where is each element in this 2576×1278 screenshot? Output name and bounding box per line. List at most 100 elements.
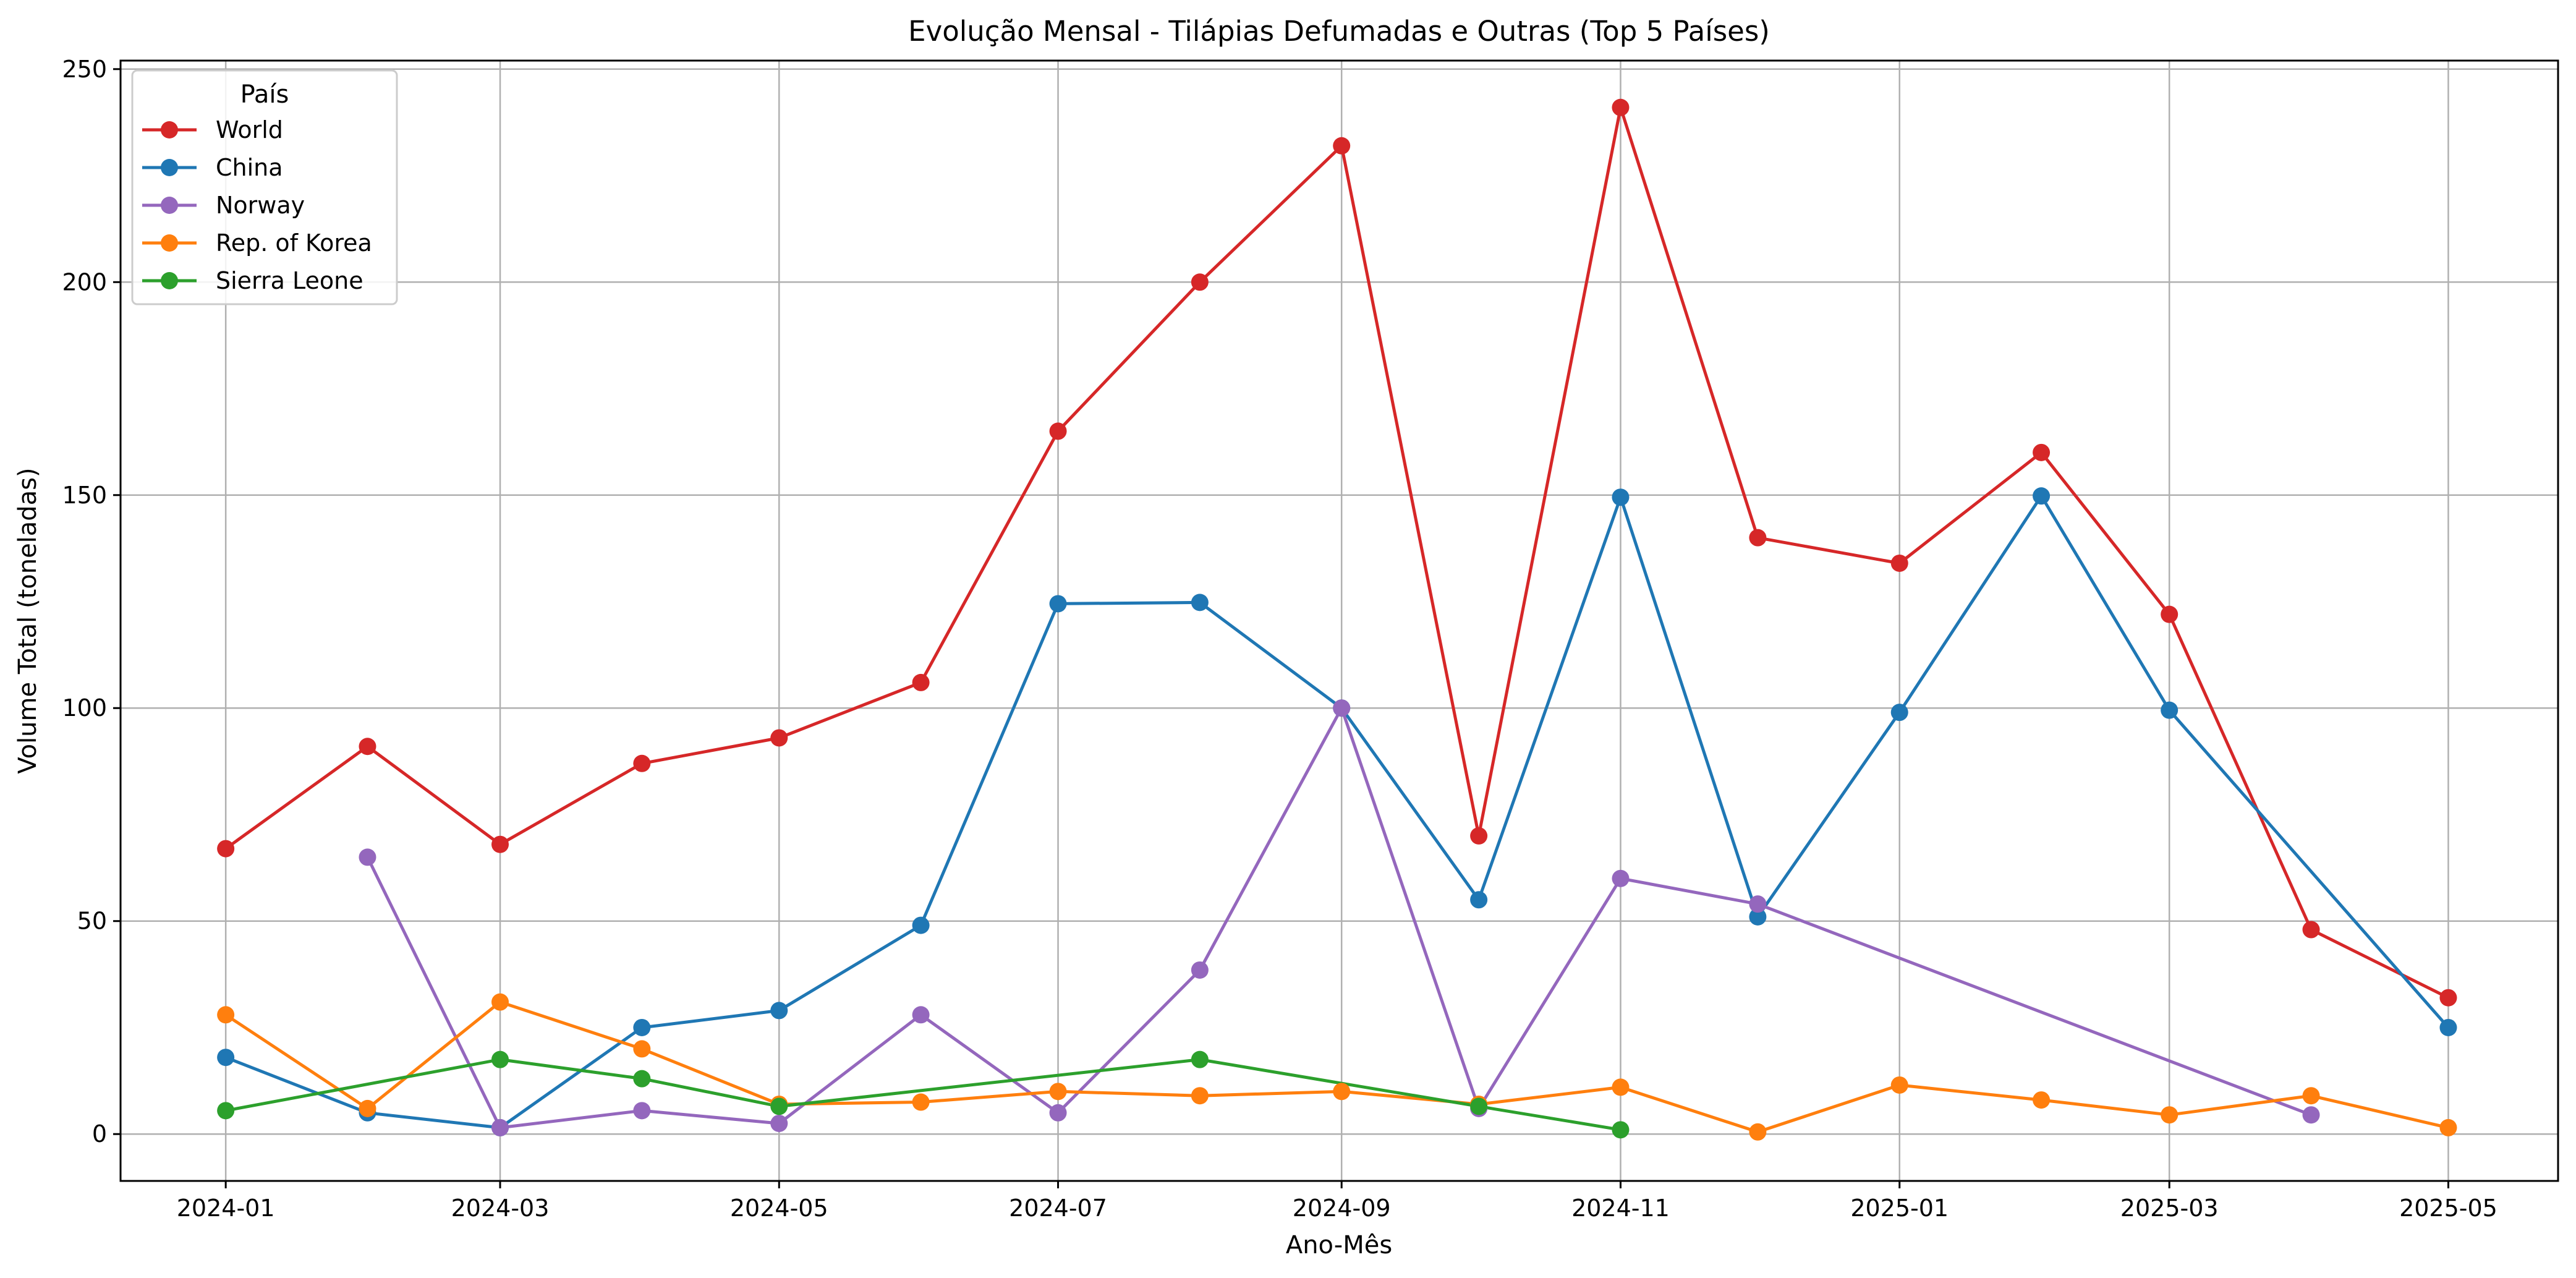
data-point-world (491, 835, 509, 853)
data-point-norway (1749, 895, 1767, 913)
data-point-china (1890, 704, 1908, 722)
data-point-china (2033, 487, 2051, 505)
chart-title: Evolução Mensal - Tilápias Defumadas e O… (908, 15, 1770, 48)
series-line-norway (366, 706, 2312, 1130)
x-axis-label: Ano-Mês (1286, 1231, 1392, 1259)
y-tick-label: 150 (62, 482, 107, 509)
legend-label-world: World (216, 116, 283, 143)
data-point-china (770, 1002, 788, 1020)
data-point-china (633, 1018, 651, 1036)
data-point-rep-of-korea (1749, 1123, 1767, 1141)
data-point-world (1333, 137, 1351, 155)
data-point-norway (359, 848, 376, 866)
legend-marker-world (161, 121, 178, 138)
y-tick-label: 250 (62, 56, 107, 83)
data-point-norway (633, 1102, 651, 1120)
data-point-world (1890, 554, 1908, 572)
data-point-norway (912, 1006, 930, 1024)
x-tick-label: 2024-07 (1009, 1195, 1107, 1222)
data-point-world (1191, 273, 1209, 291)
data-point-world (1049, 422, 1067, 440)
data-point-sierra-leone (1612, 1121, 1630, 1139)
data-point-rep-of-korea (1890, 1076, 1908, 1094)
data-point-world (1612, 98, 1630, 116)
data-point-rep-of-korea (2439, 1118, 2457, 1136)
legend-label-china: China (216, 154, 283, 181)
x-tick-label: 2025-01 (1850, 1195, 1949, 1222)
legend-label-sierra-leone: Sierra Leone (216, 267, 363, 294)
data-point-rep-of-korea (1191, 1087, 1209, 1105)
legend-entries: World China Norway Rep. of Korea Sierra Leon… (142, 116, 372, 294)
data-point-rep-of-korea (217, 1006, 235, 1024)
data-point-norway (1612, 869, 1630, 887)
data-point-world (359, 738, 376, 756)
data-point-world (633, 754, 651, 772)
y-tick-label: 50 (77, 908, 107, 935)
legend-marker-rep-of-korea (161, 234, 178, 252)
legend-title: País (240, 80, 289, 109)
data-point-norway (1049, 1104, 1067, 1122)
data-point-rep-of-korea (633, 1040, 651, 1058)
x-axis-ticks: 2024-01 2024-03 2024-05 2024-07 2024-09 2024-… (177, 1181, 2497, 1222)
x-tick-label: 2024-05 (730, 1195, 828, 1222)
data-point-rep-of-korea (2033, 1091, 2051, 1109)
data-point-rep-of-korea (1333, 1083, 1351, 1101)
data-point-world (2302, 921, 2320, 939)
data-point-sierra-leone (1191, 1050, 1209, 1068)
data-point-sierra-leone (1470, 1097, 1488, 1115)
data-point-sierra-leone (770, 1097, 788, 1115)
data-point-rep-of-korea (2161, 1106, 2179, 1124)
y-axis-label: Volume Total (toneladas) (14, 467, 42, 773)
data-point-rep-of-korea (912, 1093, 930, 1111)
data-point-china (1049, 595, 1067, 613)
data-point-china (1612, 488, 1630, 506)
data-point-world (2439, 989, 2457, 1007)
data-point-rep-of-korea (2302, 1087, 2320, 1105)
data-point-rep-of-korea (1612, 1078, 1630, 1096)
y-tick-label: 100 (62, 694, 107, 722)
data-point-world (1470, 827, 1488, 845)
data-point-norway (1191, 961, 1209, 979)
data-point-rep-of-korea (1049, 1083, 1067, 1101)
data-point-world (2161, 605, 2179, 623)
legend-label-rep-of-korea: Rep. of Korea (216, 229, 372, 257)
data-point-china (217, 1049, 235, 1067)
plot-frame (119, 59, 2559, 1182)
data-point-rep-of-korea (491, 993, 509, 1011)
grid-lines (121, 61, 2558, 1181)
data-point-norway (2302, 1106, 2320, 1124)
y-axis-ticks: 0 50 100 150 200 250 (62, 56, 121, 1148)
x-tick-label: 2024-09 (1293, 1195, 1391, 1222)
data-point-world (770, 729, 788, 747)
legend-marker-sierra-leone (161, 272, 178, 289)
x-tick-label: 2025-05 (2399, 1195, 2497, 1222)
data-point-world (912, 673, 930, 691)
data-point-norway (491, 1118, 509, 1136)
series-line-china (225, 494, 2450, 1130)
x-tick-label: 2025-03 (2120, 1195, 2219, 1222)
data-point-world (1749, 529, 1767, 547)
data-point-sierra-leone (633, 1070, 651, 1088)
legend-marker-norway (161, 197, 178, 214)
x-tick-label: 2024-03 (451, 1195, 550, 1222)
x-tick-label: 2024-01 (177, 1195, 275, 1222)
x-tick-label: 2024-11 (1571, 1195, 1670, 1222)
data-point-norway (1333, 699, 1351, 717)
y-tick-label: 0 (92, 1120, 107, 1148)
data-point-china (1191, 594, 1209, 611)
series-points (217, 98, 2457, 1141)
y-tick-label: 200 (62, 268, 107, 296)
data-point-sierra-leone (217, 1102, 235, 1120)
data-point-china (2439, 1018, 2457, 1036)
data-point-sierra-leone (491, 1050, 509, 1068)
data-point-world (2033, 443, 2051, 461)
legend: País World China Norway Rep. of Korea Sierra… (131, 69, 398, 305)
data-point-norway (770, 1114, 788, 1132)
data-point-rep-of-korea (359, 1099, 376, 1117)
legend-marker-china (161, 159, 178, 176)
data-point-china (912, 916, 930, 934)
data-point-china (1470, 891, 1488, 909)
data-point-world (217, 840, 235, 858)
